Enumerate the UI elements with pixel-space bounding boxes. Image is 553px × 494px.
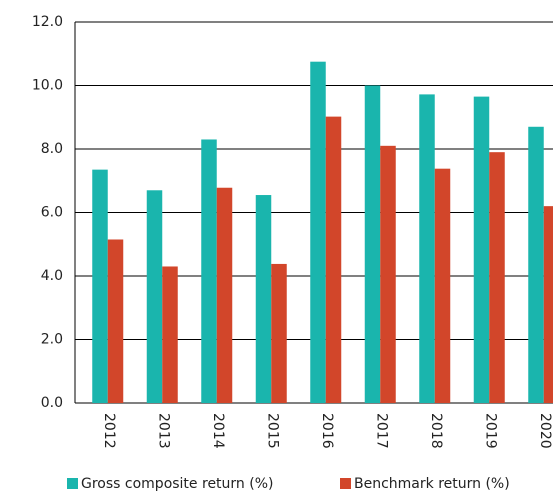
bar <box>489 152 505 403</box>
bar <box>364 85 381 403</box>
bar <box>107 239 124 403</box>
bar <box>419 94 435 403</box>
bar <box>543 206 553 403</box>
bar <box>255 195 272 403</box>
x-tick-label: 2017 <box>373 413 389 449</box>
bar <box>146 190 163 403</box>
bar <box>216 187 233 403</box>
legend-swatch <box>340 478 351 489</box>
bar <box>434 168 451 403</box>
y-tick-label: 10.0 <box>32 78 63 94</box>
legend-swatch <box>67 478 78 489</box>
y-tick-label: 8.0 <box>41 141 63 157</box>
x-tick-label: 2018 <box>428 413 444 449</box>
bar <box>528 126 544 404</box>
y-tick-label: 4.0 <box>41 268 63 284</box>
bar <box>310 61 326 403</box>
bar <box>271 263 287 403</box>
x-tick-label: 2013 <box>155 413 171 449</box>
x-tick-label: 2015 <box>264 413 280 449</box>
bar <box>473 96 490 404</box>
y-tick-label: 0.0 <box>41 395 63 411</box>
y-tick-label: 2.0 <box>41 332 63 348</box>
bar <box>162 266 178 403</box>
x-tick-label: 2016 <box>319 413 335 449</box>
bar <box>92 169 108 403</box>
bar <box>380 145 396 403</box>
y-tick-label: 12.0 <box>32 14 63 30</box>
bar <box>325 116 342 404</box>
x-tick-label: 2012 <box>101 413 117 449</box>
y-tick-label: 6.0 <box>41 205 63 221</box>
bar <box>201 139 217 403</box>
legend-label: Benchmark return (%) <box>354 476 510 492</box>
x-tick-label: 2019 <box>482 413 498 449</box>
x-tick-label: 2014 <box>210 413 226 449</box>
x-tick-label: 2020 <box>537 413 553 449</box>
legend-label: Gross composite return (%) <box>81 476 273 492</box>
